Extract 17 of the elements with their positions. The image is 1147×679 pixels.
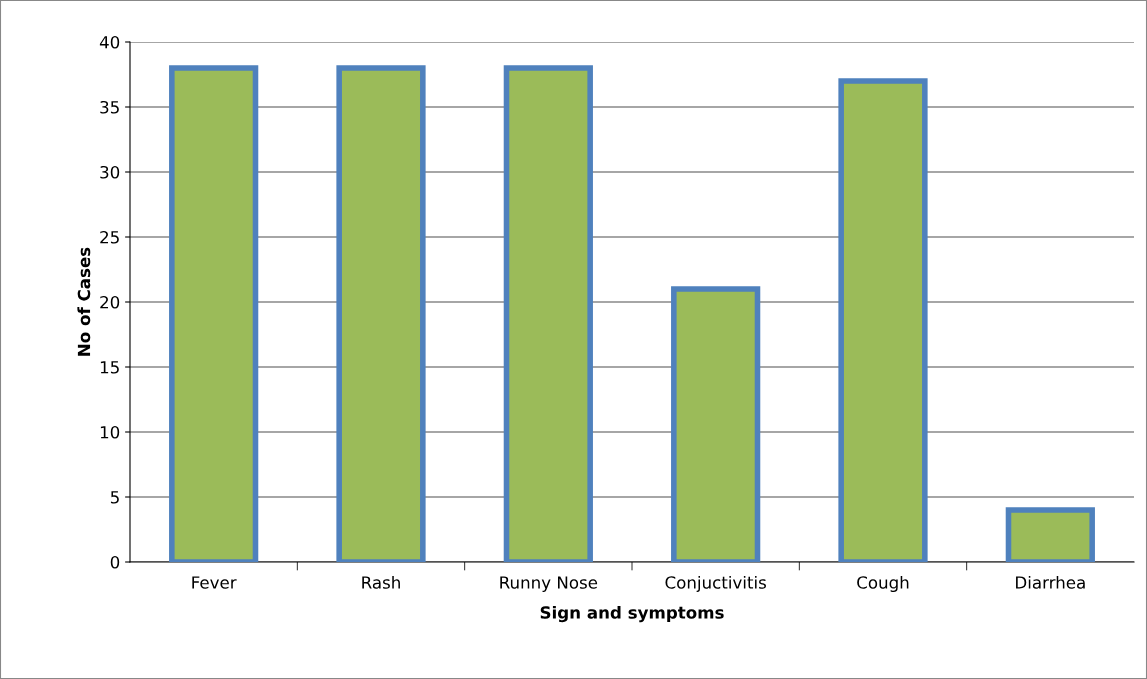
x-tick-label: Fever (192, 576, 237, 589)
y-tick-label: 10 (100, 425, 120, 439)
x-tick-label: Runny Nose (500, 576, 598, 593)
x-axis-title: Sign and symptoms (540, 605, 724, 623)
y-tick-label: 0 (110, 555, 120, 569)
x-tick-label: Conjuctivitis (665, 575, 766, 593)
y-tick-label: 20 (100, 295, 120, 309)
x-tick-label: Rash (362, 575, 400, 589)
x-tick-label: Diarrhea (1016, 575, 1085, 589)
y-tick-label: 25 (100, 230, 119, 244)
y-axis-title: No of Cases (77, 247, 91, 356)
y-tick-label: 40 (99, 35, 120, 49)
y-tick-label: 30 (100, 165, 120, 179)
y-tick-label: 5 (110, 491, 119, 504)
x-tick-label: Cough (857, 575, 909, 593)
y-tick-label: 35 (100, 100, 119, 114)
y-tick-label: 15 (100, 361, 119, 374)
